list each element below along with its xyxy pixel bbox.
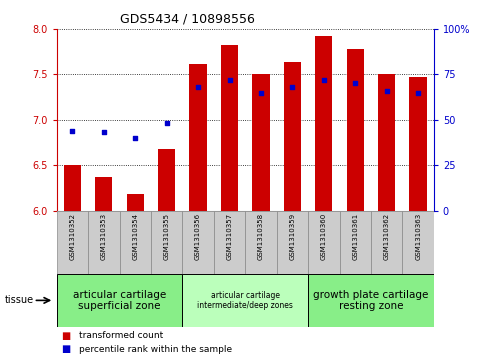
Text: transformed count: transformed count <box>79 331 163 340</box>
Text: articular cartilage
superficial zone: articular cartilage superficial zone <box>73 290 166 311</box>
Text: GSM1310352: GSM1310352 <box>70 213 75 260</box>
Bar <box>347 49 364 211</box>
Point <box>69 128 76 134</box>
Point <box>131 135 139 141</box>
Text: GDS5434 / 10898556: GDS5434 / 10898556 <box>120 13 255 26</box>
Bar <box>340 211 371 274</box>
Bar <box>64 165 81 211</box>
Text: tissue: tissue <box>5 295 34 305</box>
Text: GSM1310361: GSM1310361 <box>352 213 358 260</box>
Bar <box>308 274 434 327</box>
Bar <box>402 211 434 274</box>
Bar <box>315 36 332 211</box>
Bar <box>221 45 238 211</box>
Bar <box>277 211 308 274</box>
Text: GSM1310357: GSM1310357 <box>227 213 233 260</box>
Bar <box>158 149 176 211</box>
Point <box>383 88 390 94</box>
Text: GSM1310356: GSM1310356 <box>195 213 201 260</box>
Point <box>100 130 108 135</box>
Text: GSM1310359: GSM1310359 <box>289 213 295 260</box>
Point <box>320 77 328 83</box>
Bar <box>182 274 308 327</box>
Text: GSM1310363: GSM1310363 <box>415 213 421 260</box>
Point <box>414 90 422 95</box>
Bar <box>214 211 246 274</box>
Text: GSM1310358: GSM1310358 <box>258 213 264 260</box>
Text: GSM1310353: GSM1310353 <box>101 213 107 260</box>
Text: articular cartilage
intermediate/deep zones: articular cartilage intermediate/deep zo… <box>197 291 293 310</box>
Text: GSM1310354: GSM1310354 <box>132 213 138 260</box>
Point <box>194 84 202 90</box>
Bar <box>245 211 277 274</box>
Bar <box>57 211 88 274</box>
Bar <box>182 211 214 274</box>
Bar <box>127 194 144 211</box>
Text: GSM1310360: GSM1310360 <box>321 213 327 260</box>
Point <box>226 77 234 83</box>
Text: ■: ■ <box>62 331 71 341</box>
Bar <box>57 274 182 327</box>
Text: growth plate cartilage
resting zone: growth plate cartilage resting zone <box>313 290 429 311</box>
Bar <box>410 77 427 211</box>
Bar <box>284 62 301 211</box>
Bar <box>151 211 182 274</box>
Text: percentile rank within the sample: percentile rank within the sample <box>79 345 232 354</box>
Text: GSM1310355: GSM1310355 <box>164 213 170 260</box>
Point <box>352 81 359 86</box>
Point <box>288 84 296 90</box>
Bar <box>95 177 112 211</box>
Text: ■: ■ <box>62 344 71 354</box>
Bar <box>189 64 207 211</box>
Bar <box>88 211 119 274</box>
Bar <box>119 211 151 274</box>
Bar <box>371 211 402 274</box>
Text: GSM1310362: GSM1310362 <box>384 213 389 260</box>
Bar <box>308 211 340 274</box>
Bar <box>252 74 270 211</box>
Point <box>163 121 171 126</box>
Point <box>257 90 265 95</box>
Bar <box>378 74 395 211</box>
